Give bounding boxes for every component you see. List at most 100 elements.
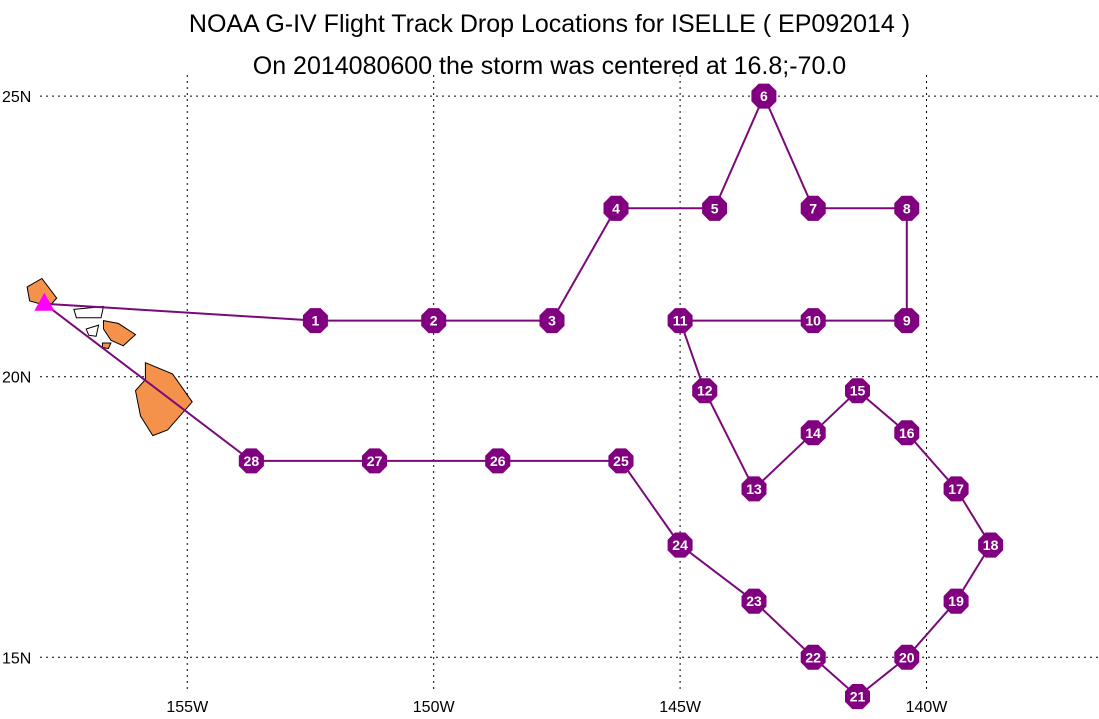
lat-tick-label: 20N (2, 370, 31, 387)
drop-label: 10 (805, 313, 821, 329)
drop-marker-14: 14 (800, 420, 826, 446)
drop-label: 18 (983, 537, 999, 553)
drop-octagon (362, 448, 388, 474)
lat-tick-label: 15N (2, 650, 31, 667)
drop-octagon (238, 448, 264, 474)
drop-octagon (894, 420, 920, 446)
lon-tick-label: 150W (413, 699, 456, 716)
drop-octagon (603, 195, 629, 221)
drop-label: 19 (948, 593, 964, 609)
drop-label: 20 (899, 649, 915, 665)
drop-marker-3: 3 (539, 308, 565, 334)
drop-label: 9 (903, 313, 911, 329)
drop-octagon (667, 532, 693, 558)
lon-tick-label: 140W (906, 699, 949, 716)
drop-marker-24: 24 (667, 532, 693, 558)
drop-marker-9: 9 (894, 308, 920, 334)
drop-octagon (845, 684, 870, 710)
grid-lines (40, 75, 1099, 690)
drop-octagon (485, 448, 511, 474)
drop-octagon (800, 195, 826, 221)
drop-label: 28 (244, 453, 260, 469)
drop-label: 7 (809, 200, 817, 216)
drop-marker-15: 15 (845, 378, 870, 404)
drop-marker-21: 21 (845, 684, 870, 710)
drop-octagon (608, 448, 634, 474)
track-line (43, 93, 992, 698)
drop-octagon (751, 83, 777, 109)
drop-label: 1 (312, 313, 320, 329)
drop-label: 23 (746, 593, 762, 609)
drop-marker-10: 10 (800, 308, 826, 334)
drop-octagon (943, 476, 969, 502)
drop-marker-28: 28 (238, 448, 264, 474)
drop-octagon (741, 476, 767, 502)
island-hawaii (134, 361, 193, 437)
drop-octagon (692, 378, 718, 404)
drop-label: 24 (672, 537, 688, 553)
drop-octagon (421, 308, 447, 334)
drop-marker-26: 26 (485, 448, 511, 474)
drop-label: 21 (850, 689, 866, 705)
island-lanai (85, 324, 100, 337)
drop-label: 16 (899, 425, 915, 441)
island-kahoolawe (102, 342, 112, 350)
drop-marker-11: 11 (667, 308, 693, 334)
drop-marker-22: 22 (800, 644, 826, 670)
origin-layer (34, 292, 55, 311)
drop-label: 15 (850, 383, 866, 399)
drop-marker-16: 16 (894, 420, 920, 446)
drop-octagon (894, 644, 920, 670)
lon-tick-label: 145W (659, 699, 702, 716)
drop-marker-5: 5 (702, 195, 728, 221)
drop-marker-25: 25 (608, 448, 634, 474)
drop-octagon (894, 308, 920, 334)
drop-octagon (894, 195, 920, 221)
flight-track (43, 93, 992, 698)
drop-label: 22 (805, 649, 821, 665)
lon-tick-label: 155W (166, 699, 209, 716)
drop-marker-8: 8 (894, 195, 920, 221)
drop-octagon (800, 308, 826, 334)
drop-label: 27 (367, 453, 383, 469)
drop-marker-7: 7 (800, 195, 826, 221)
island-oahu (26, 277, 58, 308)
drop-marker-13: 13 (741, 476, 767, 502)
drop-octagon (800, 644, 826, 670)
drop-marker-23: 23 (741, 588, 767, 614)
map-subtitle: On 2014080600 the storm was centered at … (252, 52, 847, 80)
drop-label: 4 (612, 200, 620, 216)
drop-marker-19: 19 (943, 588, 969, 614)
drop-octagon (978, 532, 1004, 558)
drop-octagon (702, 195, 728, 221)
drop-label: 8 (903, 200, 911, 216)
axis-tick-labels: 25N 20N 15N 155W 150W 145W 140W (2, 89, 948, 716)
lat-tick-label: 25N (2, 89, 31, 106)
drop-marker-2: 2 (421, 308, 447, 334)
drop-label: 14 (805, 425, 821, 441)
island-molokai (73, 305, 105, 319)
drop-octagon (800, 420, 826, 446)
drop-label: 26 (490, 453, 506, 469)
drop-octagon (302, 308, 328, 334)
drop-label: 13 (746, 481, 762, 497)
drop-octagon (845, 378, 870, 404)
drop-octagon (741, 588, 767, 614)
drop-label: 6 (760, 88, 768, 104)
drop-label: 5 (711, 200, 719, 216)
drop-label: 2 (430, 313, 438, 329)
drop-label: 11 (673, 313, 688, 329)
drop-marker-17: 17 (943, 476, 969, 502)
drop-marker-12: 12 (692, 378, 718, 404)
island-maui (103, 319, 137, 347)
drop-octagon (667, 308, 693, 334)
drop-marker-6: 6 (751, 83, 777, 109)
drop-marker-4: 4 (603, 195, 629, 221)
drop-marker-18: 18 (978, 532, 1004, 558)
drop-marker-1: 1 (302, 308, 328, 334)
drop-markers: 1 2 34 567 891011121314151617181920212223242… (238, 83, 1004, 710)
drop-octagon (943, 588, 969, 614)
drop-label: 3 (548, 313, 556, 329)
drop-marker-27: 27 (362, 448, 388, 474)
